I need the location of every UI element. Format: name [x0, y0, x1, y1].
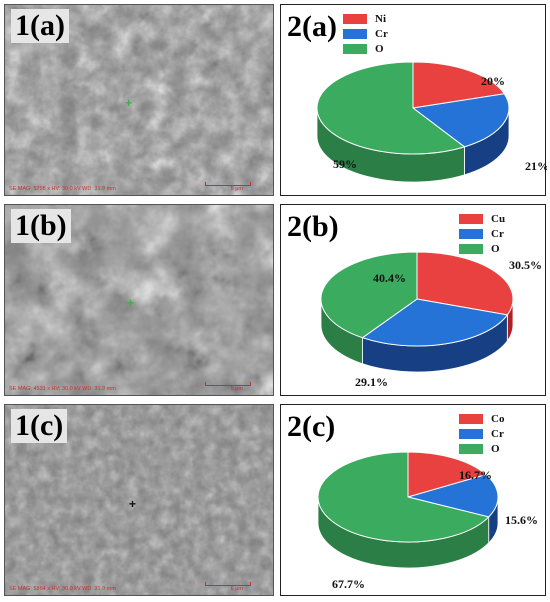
sem-info-bar: SE MAG: 5864 x HV: 30.0 kV WD: 31.9 mm	[9, 586, 116, 592]
sem-image-1a: 1(a) + SE MAG: 5798 x HV: 30.0 kV WD: 31…	[4, 4, 274, 196]
legend-swatch	[459, 428, 483, 439]
legend-label: Cr	[491, 427, 504, 440]
legend-label: O	[375, 42, 384, 55]
pie-svg-2c: 16.7% 15.6% 67.7%	[317, 451, 538, 591]
scale-bar	[205, 382, 251, 386]
legend-swatch	[343, 43, 367, 54]
sem-panel-label: 1(a)	[11, 9, 69, 43]
sem-panel-label: 1(b)	[11, 209, 71, 243]
legend-label: O	[491, 242, 500, 255]
pie-svg-2a: 20% 21% 59%	[316, 61, 547, 183]
pie-chart-2a: 20% 21% 59% 2(a) Ni Cr O	[280, 4, 547, 196]
pie-value-label: 16.7%	[459, 468, 492, 482]
legend-item: Cr	[459, 426, 504, 441]
pie-slice-ni	[412, 61, 506, 109]
chart-panel-label: 2(c)	[287, 410, 336, 443]
legend-label: Co	[491, 412, 505, 425]
pie-slice-o	[320, 251, 418, 339]
crosshair-icon: +	[125, 96, 133, 110]
chart-legend: Co Cr O	[459, 411, 504, 456]
legend-item: Co	[459, 411, 504, 426]
pie-slice-cr	[361, 298, 509, 347]
legend-label: Cr	[491, 227, 504, 240]
sem-info-bar: SE MAG: 5798 x HV: 30.0 kV WD: 31.9 mm	[9, 186, 116, 192]
chart-legend: Ni Cr O	[343, 11, 388, 56]
pie-slice-cr	[406, 474, 499, 518]
legend-swatch	[459, 243, 483, 254]
pie-value-label: 29.1%	[355, 375, 388, 389]
pie-slice-o	[317, 451, 490, 543]
pie-value-label: 59%	[333, 157, 357, 171]
legend-swatch	[343, 13, 367, 24]
legend-swatch	[459, 443, 483, 454]
pie-value-label: 15.6%	[505, 513, 538, 527]
legend-item: Ni	[343, 11, 388, 26]
scale-bar-label: 5 µm	[230, 186, 243, 192]
legend-item: O	[459, 441, 504, 456]
sem-image-1c: 1(c) + SE MAG: 5864 x HV: 30.0 kV WD: 31…	[4, 404, 274, 596]
pie-value-label: 67.7%	[332, 577, 365, 591]
pie-slice-cr	[411, 93, 510, 148]
scale-bar	[205, 582, 251, 586]
legend-item: O	[343, 41, 388, 56]
scale-bar-label: 6 µm	[230, 586, 243, 592]
pie-value-label: 20%	[481, 74, 505, 88]
scale-bar-label: 5 µm	[230, 386, 243, 392]
legend-label: Ni	[375, 12, 386, 25]
pie-value-label: 21%	[525, 159, 547, 173]
sem-panel-label: 1(c)	[11, 409, 68, 443]
pie-value-label: 30.5%	[509, 258, 542, 272]
legend-item: Cr	[459, 226, 505, 241]
pie-slice-o	[316, 61, 466, 155]
legend-swatch	[343, 28, 367, 39]
legend-label: O	[491, 442, 500, 455]
chart-panel-label: 2(a)	[287, 10, 337, 43]
crosshair-icon: +	[127, 296, 135, 310]
legend-label: Cr	[375, 27, 388, 40]
pie-value-label: 40.4%	[373, 271, 406, 285]
pie-slice-cu	[416, 251, 514, 316]
pie-slice-co	[407, 451, 488, 498]
legend-swatch	[459, 413, 483, 424]
legend-swatch	[459, 228, 483, 239]
pie-chart-2b: 30.5% 29.1% 40.4% 2(b) Cu Cr O	[280, 204, 546, 396]
sem-image-1b: 1(b) + SE MAG: 4531 x HV: 30.0 kV WD: 31…	[4, 204, 274, 396]
legend-item: O	[459, 241, 505, 256]
crosshair-icon: +	[129, 497, 137, 511]
chart-panel-label: 2(b)	[287, 210, 339, 243]
legend-item: Cu	[459, 211, 505, 226]
sem-info-bar: SE MAG: 4531 x HV: 30.0 kV WD: 31.9 mm	[9, 386, 116, 392]
legend-swatch	[459, 213, 483, 224]
legend-item: Cr	[343, 26, 388, 41]
pie-chart-2c: 16.7% 15.6% 67.7% 2(c) Co Cr O	[280, 404, 546, 596]
pie-svg-2b: 30.5% 29.1% 40.4%	[320, 251, 542, 389]
legend-label: Cu	[491, 212, 506, 225]
scale-bar	[205, 182, 251, 186]
chart-legend: Cu Cr O	[459, 211, 505, 256]
